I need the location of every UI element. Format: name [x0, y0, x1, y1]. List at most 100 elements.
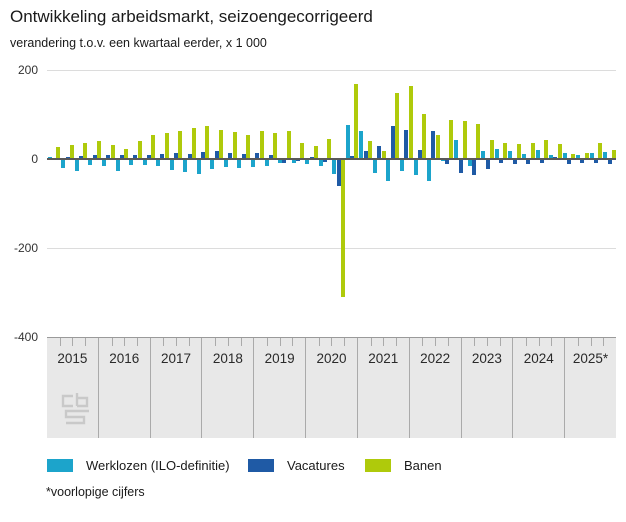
bar-vacatures[interactable] [458, 159, 463, 174]
bar-vacatures[interactable] [187, 153, 192, 159]
bar-vacatures[interactable] [539, 159, 544, 163]
bar-werklozen[interactable] [142, 159, 147, 166]
bar-vacatures[interactable] [485, 159, 490, 170]
bar-vacatures[interactable] [580, 159, 585, 164]
bar-banen[interactable] [449, 119, 454, 159]
bar-werklozen[interactable] [210, 159, 215, 170]
bar-werklozen[interactable] [169, 159, 174, 171]
bar-vacatures[interactable] [255, 153, 260, 159]
bar-banen[interactable] [300, 142, 305, 159]
legend-item-vacatures[interactable]: Vacatures [248, 457, 345, 473]
bar-werklozen[interactable] [603, 152, 608, 159]
bar-vacatures[interactable] [512, 159, 517, 164]
bar-banen[interactable] [340, 159, 345, 297]
bar-banen[interactable] [598, 142, 603, 159]
bar-banen[interactable] [110, 144, 115, 159]
bar-werklozen[interactable] [440, 159, 445, 162]
bar-werklozen[interactable] [183, 159, 188, 173]
bar-werklozen[interactable] [521, 153, 526, 159]
bar-banen[interactable] [367, 141, 372, 159]
bar-werklozen[interactable] [454, 140, 459, 159]
bar-vacatures[interactable] [119, 155, 124, 159]
bar-werklozen[interactable] [88, 159, 93, 165]
bar-banen[interactable] [489, 140, 494, 159]
bar-vacatures[interactable] [201, 152, 206, 159]
bar-vacatures[interactable] [594, 159, 598, 163]
bar-banen[interactable] [313, 146, 318, 159]
bar-vacatures[interactable] [390, 125, 395, 159]
bar-banen[interactable] [137, 141, 142, 159]
bar-banen[interactable] [164, 132, 169, 159]
bar-vacatures[interactable] [607, 159, 612, 165]
bar-werklozen[interactable] [494, 149, 499, 159]
bar-banen[interactable] [611, 150, 616, 159]
bar-banen[interactable] [530, 142, 535, 159]
bar-vacatures[interactable] [417, 150, 422, 159]
bar-werklozen[interactable] [196, 159, 201, 175]
bar-werklozen[interactable] [359, 130, 364, 159]
bar-werklozen[interactable] [74, 159, 79, 171]
bar-werklozen[interactable] [332, 159, 337, 175]
bar-vacatures[interactable] [431, 131, 436, 159]
bar-vacatures[interactable] [174, 152, 179, 159]
bar-werklozen[interactable] [223, 159, 228, 168]
bar-banen[interactable] [408, 85, 413, 159]
bar-banen[interactable] [246, 134, 251, 159]
bar-werklozen[interactable] [562, 152, 567, 159]
bar-vacatures[interactable] [526, 159, 531, 164]
bar-banen[interactable] [273, 132, 278, 159]
bar-werklozen[interactable] [589, 153, 594, 159]
bar-vacatures[interactable] [146, 154, 151, 159]
bar-vacatures[interactable] [241, 153, 246, 159]
bar-werklozen[interactable] [467, 159, 472, 167]
legend-item-banen[interactable]: Banen [365, 457, 442, 473]
bar-vacatures[interactable] [214, 151, 219, 159]
bar-vacatures[interactable] [228, 153, 233, 159]
bar-banen[interactable] [476, 124, 481, 159]
bar-vacatures[interactable] [377, 146, 382, 159]
bar-werklozen[interactable] [251, 159, 255, 167]
bar-werklozen[interactable] [413, 159, 418, 175]
bar-banen[interactable] [151, 135, 156, 159]
bar-banen[interactable] [517, 144, 522, 159]
bar-banen[interactable] [178, 130, 183, 159]
bar-banen[interactable] [218, 129, 223, 159]
bar-vacatures[interactable] [499, 159, 504, 164]
bar-banen[interactable] [354, 83, 359, 159]
bar-banen[interactable] [571, 153, 576, 159]
bar-werklozen[interactable] [278, 159, 283, 164]
bar-werklozen[interactable] [101, 159, 106, 167]
bar-werklozen[interactable] [508, 151, 513, 159]
bar-banen[interactable] [462, 120, 467, 159]
bar-werklozen[interactable] [115, 159, 120, 172]
bar-vacatures[interactable] [106, 155, 111, 159]
bar-vacatures[interactable] [566, 159, 571, 165]
bar-werklozen[interactable] [481, 150, 486, 159]
bar-banen[interactable] [584, 152, 589, 159]
bar-vacatures[interactable] [323, 159, 328, 163]
bar-banen[interactable] [435, 134, 440, 159]
bar-werklozen[interactable] [386, 159, 391, 182]
bar-vacatures[interactable] [350, 156, 355, 159]
bar-vacatures[interactable] [268, 155, 273, 159]
bar-vacatures[interactable] [295, 159, 300, 162]
bar-vacatures[interactable] [79, 156, 84, 159]
bar-vacatures[interactable] [404, 130, 409, 159]
bar-vacatures[interactable] [553, 156, 558, 159]
bar-banen[interactable] [83, 142, 88, 159]
bar-banen[interactable] [124, 149, 129, 159]
bar-banen[interactable] [259, 131, 264, 159]
bar-werklozen[interactable] [305, 159, 310, 165]
bar-vacatures[interactable] [363, 150, 368, 159]
bar-banen[interactable] [191, 127, 196, 159]
bar-vacatures[interactable] [160, 154, 165, 159]
bar-banen[interactable] [69, 145, 74, 159]
bar-werklozen[interactable] [129, 159, 134, 165]
bar-banen[interactable] [503, 142, 508, 159]
bar-werklozen[interactable] [427, 159, 432, 182]
bar-werklozen[interactable] [576, 154, 581, 159]
bar-werklozen[interactable] [291, 159, 296, 163]
bar-banen[interactable] [286, 131, 291, 159]
bar-vacatures[interactable] [65, 156, 70, 159]
bar-vacatures[interactable] [336, 159, 341, 186]
